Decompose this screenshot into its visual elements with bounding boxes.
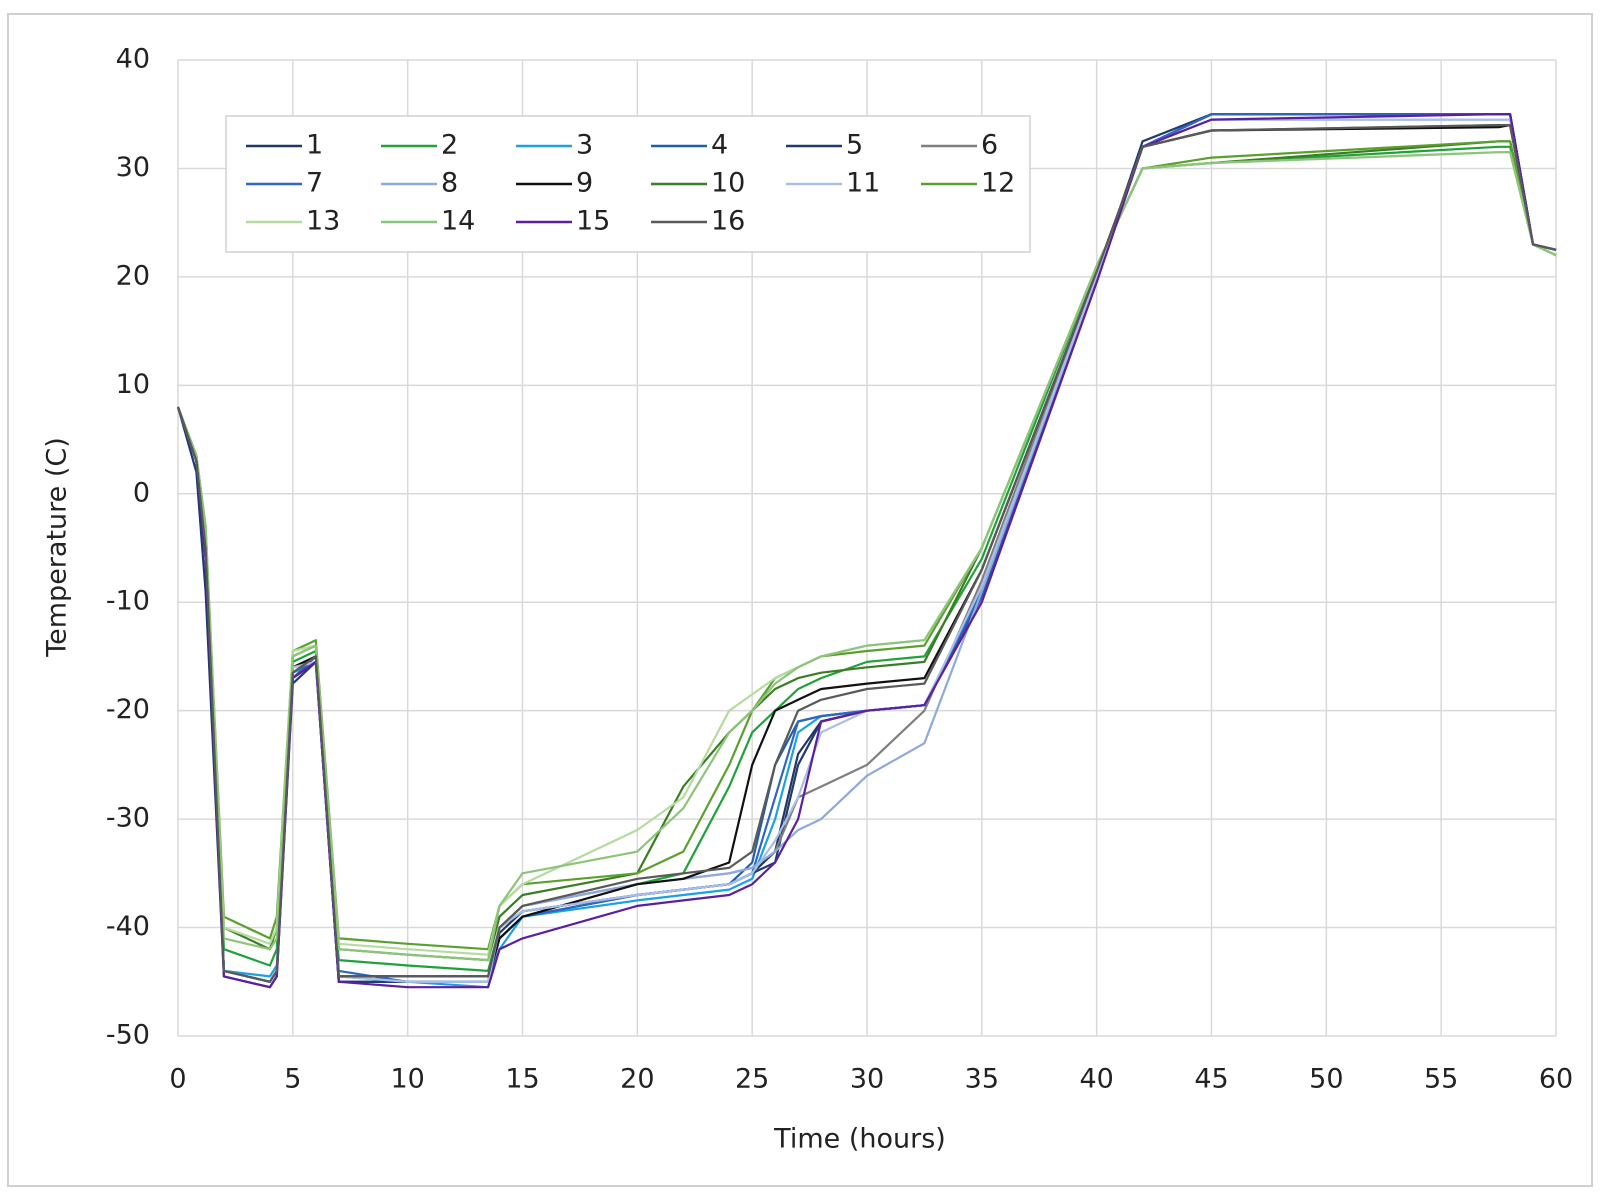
y-tick-label: -10 xyxy=(106,586,150,617)
legend-label: 3 xyxy=(576,130,593,161)
x-tick-label: 0 xyxy=(169,1064,186,1095)
x-tick-label: 25 xyxy=(735,1064,769,1095)
y-tick-label: 40 xyxy=(116,44,150,75)
y-tick-label: -50 xyxy=(106,1020,150,1051)
legend-label: 12 xyxy=(981,168,1015,199)
plot-lines xyxy=(176,113,1557,989)
x-tick-label: 60 xyxy=(1539,1064,1573,1095)
x-tick-label: 5 xyxy=(284,1064,301,1095)
y-tick-label: 0 xyxy=(133,477,150,508)
x-tick-label: 30 xyxy=(850,1064,884,1095)
legend-label: 16 xyxy=(711,206,745,237)
legend-label: 7 xyxy=(306,168,323,199)
x-tick-label: 50 xyxy=(1309,1064,1343,1095)
legend-label: 9 xyxy=(576,168,593,199)
x-tick-label: 15 xyxy=(505,1064,539,1095)
y-tick-label: -30 xyxy=(106,803,150,834)
y-tick-label: 20 xyxy=(116,260,150,291)
legend-label: 13 xyxy=(306,206,340,237)
series-line xyxy=(176,124,1557,983)
x-axis-label: Time (hours) xyxy=(773,1124,946,1155)
x-tick-label: 20 xyxy=(620,1064,654,1095)
y-axis-label: Temperature (C) xyxy=(42,437,73,658)
legend-label: 15 xyxy=(576,206,610,237)
y-tick-label: -20 xyxy=(106,694,150,725)
legend-label: 10 xyxy=(711,168,745,199)
legend-label: 14 xyxy=(441,206,475,237)
y-tick-label: 10 xyxy=(116,369,150,400)
legend-label: 5 xyxy=(846,130,863,161)
series-line xyxy=(176,151,1557,962)
y-tick-label: -40 xyxy=(106,911,150,942)
x-tick-label: 55 xyxy=(1424,1064,1458,1095)
x-tick-label: 10 xyxy=(390,1064,424,1095)
legend-label: 11 xyxy=(846,168,880,199)
legend-label: 4 xyxy=(711,130,728,161)
legend-label: 6 xyxy=(981,130,998,161)
series-line xyxy=(176,113,1557,989)
x-tick-label: 35 xyxy=(965,1064,999,1095)
y-tick-label: 30 xyxy=(116,152,150,183)
legend-label: 2 xyxy=(441,130,458,161)
x-tick-label: 45 xyxy=(1194,1064,1228,1095)
legend-label: 8 xyxy=(441,168,458,199)
legend-label: 1 xyxy=(306,130,323,161)
x-tick-label: 40 xyxy=(1079,1064,1113,1095)
legend-box xyxy=(225,115,1031,253)
